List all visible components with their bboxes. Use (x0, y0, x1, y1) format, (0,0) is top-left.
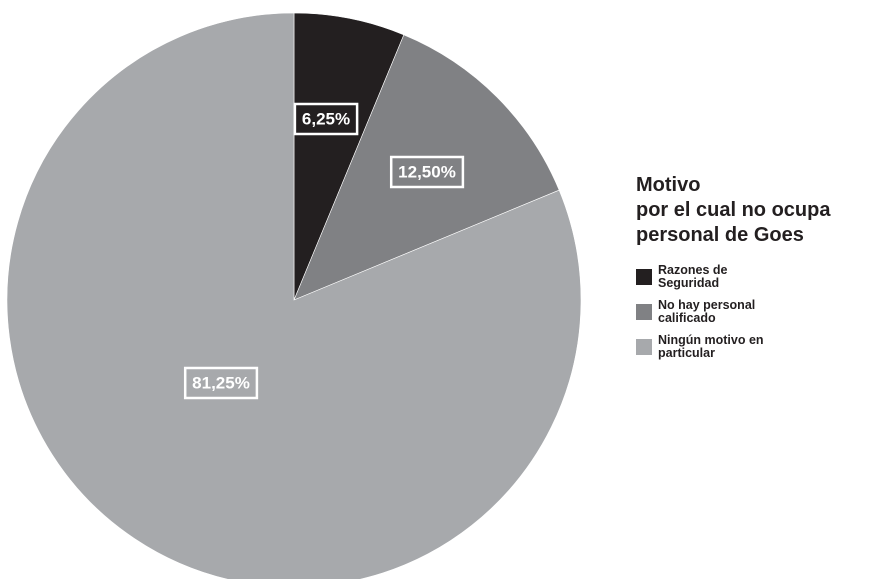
legend-label-line: Seguridad (658, 276, 720, 290)
legend-label: Razones de Seguridad (658, 264, 788, 290)
pie-slice-2 (6, 12, 582, 579)
legend-item-no-hay-personal-calificado: No hay personal calificado (636, 299, 882, 325)
legend-swatch (636, 269, 652, 285)
chart-title-line: personal de Goes (636, 224, 804, 246)
legend-label: Ningún motivo en particular (658, 334, 788, 360)
chart-title-line: Motivo (636, 174, 701, 196)
legend-item-razones-de-seguridad: Razones de Seguridad (636, 264, 882, 290)
pie-slice-1 (293, 34, 560, 301)
data-label-box (293, 102, 359, 136)
legend-label-line: No hay personal (658, 298, 756, 312)
legend-label-line: Razones de (658, 263, 728, 277)
legend-item-ningun-motivo-en-particular: Ningún motivo en particular (636, 334, 882, 360)
legend-swatch (636, 304, 652, 320)
data-label-text: 81,25% (192, 374, 250, 393)
chart-title: Motivo por el cual no ocupa personal de … (636, 173, 882, 248)
chart-title-line: por el cual no ocupa (636, 199, 831, 221)
data-label-text: 12,50% (398, 163, 456, 182)
data-label-1: 12,50% (389, 155, 465, 189)
legend: Motivo por el cual no ocupa personal de … (636, 173, 882, 369)
data-label-0: 6,25% (293, 102, 359, 136)
legend-label-line: particular (658, 346, 715, 360)
legend-label-line: Ningún motivo en (658, 333, 764, 347)
data-label-box (389, 155, 465, 189)
legend-label-line: calificado (658, 311, 716, 325)
data-label-box (183, 366, 259, 400)
legend-swatch (636, 339, 652, 355)
data-label-text: 6,25% (302, 110, 350, 129)
data-label-2: 81,25% (183, 366, 259, 400)
legend-label: No hay personal calificado (658, 299, 788, 325)
